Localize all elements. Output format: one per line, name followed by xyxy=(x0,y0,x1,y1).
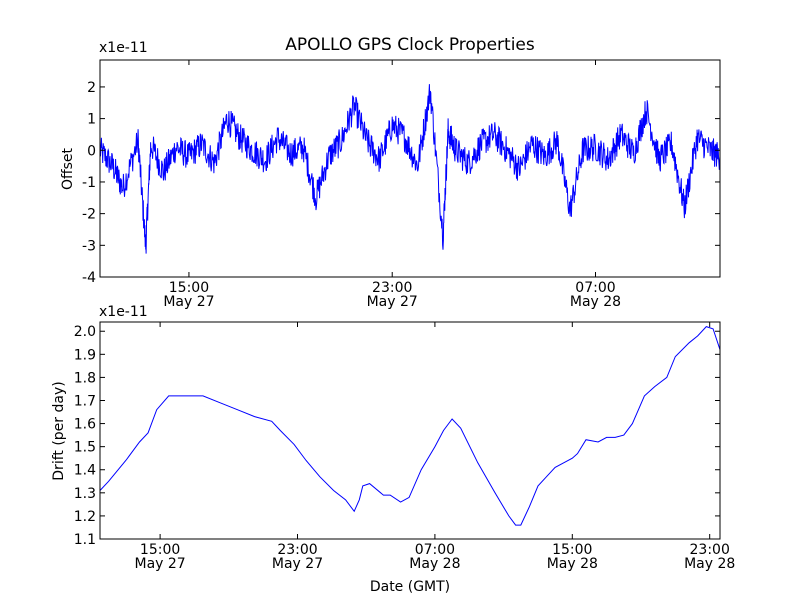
y-tick-label: -2 xyxy=(82,207,96,223)
x-tick-time-label: 07:00 xyxy=(575,280,615,296)
x-tick-date-label: May 27 xyxy=(272,556,323,572)
offset-y-axis-label: Offset xyxy=(60,147,76,190)
y-tick-label: -4 xyxy=(82,270,96,286)
drift-series-group xyxy=(99,326,721,526)
drift-panel: x1e-11 Drift (per day) Date (GMT) 1.1 1.2… xyxy=(51,304,735,595)
y-tick-label: 1.4 xyxy=(74,463,96,479)
drift-series-line xyxy=(99,326,721,526)
offset-multiplier-label: x1e-11 xyxy=(99,40,148,56)
y-tick-label: 1 xyxy=(87,112,96,128)
y-tick-label: -1 xyxy=(82,175,96,191)
y-tick-label: 1.5 xyxy=(74,440,96,456)
x-tick-date-label: May 28 xyxy=(570,294,621,310)
y-tick-label: 2 xyxy=(87,80,96,96)
x-tick-time-label: 15:00 xyxy=(169,280,209,296)
x-tick-date-label: May 27 xyxy=(135,556,186,572)
x-tick-time-label: 23:00 xyxy=(277,542,317,558)
y-tick-label: 1.9 xyxy=(74,347,96,363)
x-tick-time-label: 23:00 xyxy=(372,280,412,296)
y-tick-label: 1.3 xyxy=(74,486,96,502)
y-tick-label: 1.8 xyxy=(74,370,96,386)
drift-y-axis-label: Drift (per day) xyxy=(51,381,67,480)
drift-multiplier-label: x1e-11 xyxy=(99,304,148,320)
y-tick-label: 1.7 xyxy=(74,393,96,409)
x-tick-time-label: 07:00 xyxy=(415,542,455,558)
offset-series-group xyxy=(99,84,721,254)
x-tick-time-label: 15:00 xyxy=(552,542,592,558)
drift-plot-frame xyxy=(99,321,721,540)
x-tick-time-label: 15:00 xyxy=(140,542,180,558)
offset-series-line xyxy=(99,84,721,254)
y-tick-label: 0 xyxy=(87,143,96,159)
x-tick-date-label: May 27 xyxy=(367,294,418,310)
x-tick-time-label: 23:00 xyxy=(690,542,730,558)
chart-title: APOLLO GPS Clock Properties xyxy=(285,35,535,55)
y-tick-label: 1.2 xyxy=(74,509,96,525)
x-tick-date-label: May 28 xyxy=(684,556,735,572)
drift-x-axis-label: Date (GMT) xyxy=(370,579,450,595)
offset-plot-frame xyxy=(99,59,721,278)
x-tick-date-label: May 27 xyxy=(163,294,214,310)
y-tick-label: 1.6 xyxy=(74,417,96,433)
y-tick-label: -3 xyxy=(82,238,96,254)
y-tick-label: 1.1 xyxy=(74,532,96,548)
y-tick-label: 2.0 xyxy=(74,324,96,340)
x-tick-date-label: May 28 xyxy=(547,556,598,572)
x-tick-date-label: May 28 xyxy=(409,556,460,572)
